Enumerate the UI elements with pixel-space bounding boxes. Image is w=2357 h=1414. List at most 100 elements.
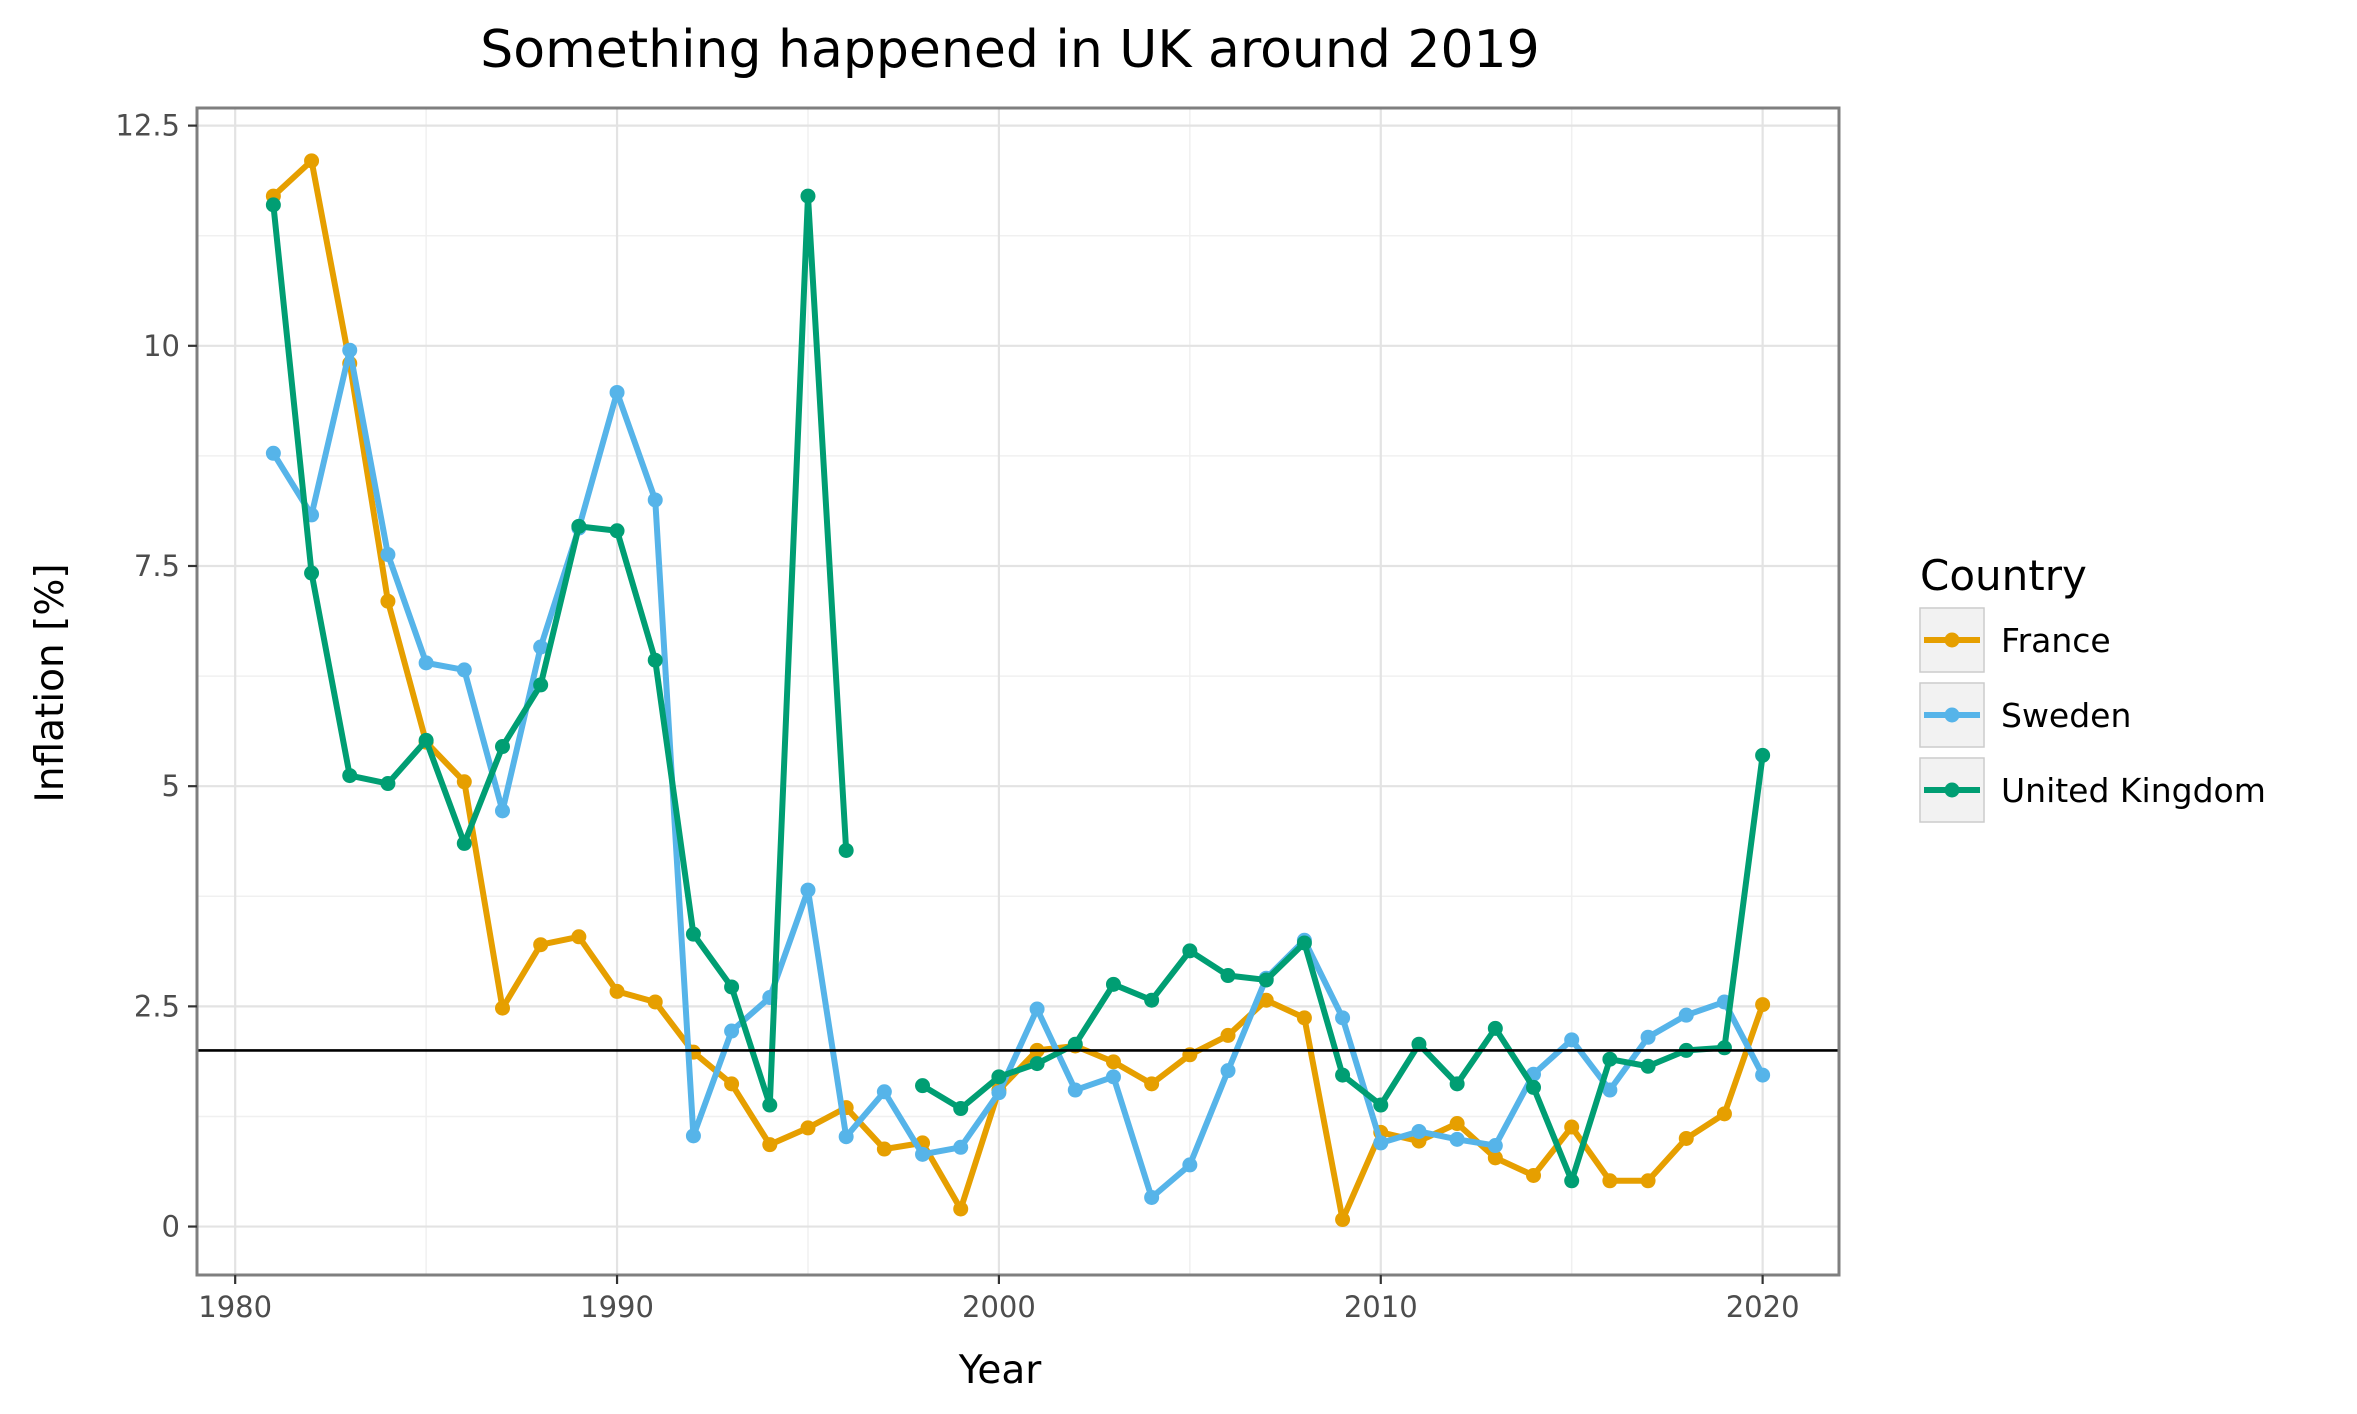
data-point-sweden [1602, 1082, 1618, 1098]
data-point-united-kingdom [1449, 1076, 1465, 1092]
y-tick-label: 0 [162, 1210, 180, 1244]
data-point-united-kingdom [991, 1069, 1007, 1085]
data-point-sweden [265, 445, 281, 461]
legend-title: Country [1920, 551, 2087, 600]
data-point-united-kingdom [1067, 1036, 1083, 1052]
data-point-sweden [342, 342, 358, 358]
data-point-france [1716, 1106, 1732, 1122]
data-point-france [1220, 1027, 1236, 1043]
chart-title: Something happened in UK around 2019 [480, 20, 1539, 80]
data-point-united-kingdom [1296, 935, 1312, 951]
data-point-united-kingdom [494, 739, 510, 755]
data-point-sweden [1564, 1032, 1580, 1048]
data-point-united-kingdom [571, 518, 587, 534]
data-point-united-kingdom [304, 565, 320, 581]
data-point-sweden [1067, 1082, 1083, 1098]
data-point-france [380, 593, 396, 609]
data-point-sweden [380, 547, 396, 563]
minor-gridlines [197, 108, 1839, 1275]
y-tick-label: 7.5 [134, 549, 180, 583]
data-point-sweden [1640, 1029, 1656, 1045]
data-point-france [1564, 1119, 1580, 1135]
data-point-france [1678, 1130, 1694, 1146]
x-tick-label: 1990 [580, 1290, 654, 1324]
data-point-france [953, 1201, 969, 1217]
legend-label-sweden: Sweden [2001, 696, 2131, 735]
data-point-united-kingdom [1373, 1097, 1389, 1113]
y-tick-label: 12.5 [115, 109, 180, 143]
legend: Country France Sweden United Kingdom [1919, 551, 2266, 823]
data-point-united-kingdom [380, 776, 396, 792]
data-point-united-kingdom [800, 188, 816, 204]
data-point-united-kingdom [418, 732, 434, 748]
data-point-france [304, 153, 320, 169]
data-point-france [1487, 1150, 1503, 1166]
plot-background [197, 108, 1839, 1275]
data-point-sweden [724, 1023, 740, 1039]
data-point-france [494, 1000, 510, 1016]
data-point-sweden [876, 1084, 892, 1100]
plot-panel [195, 106, 1841, 1277]
data-point-france [1602, 1173, 1618, 1189]
data-point-sweden [1182, 1157, 1198, 1173]
data-point-france [1105, 1054, 1121, 1070]
data-point-united-kingdom [1526, 1079, 1542, 1095]
data-point-united-kingdom [953, 1101, 969, 1117]
data-point-france [533, 937, 549, 953]
data-point-france [1144, 1076, 1160, 1092]
legend-label-france: France [2001, 621, 2111, 660]
data-point-united-kingdom [1716, 1040, 1732, 1056]
data-point-france [1296, 1010, 1312, 1026]
data-point-sweden [685, 1128, 701, 1144]
data-point-france [1640, 1173, 1656, 1189]
x-axis: 1980 1990 2000 2010 2020 [198, 1275, 1800, 1324]
series-line-united-kingdom [270, 193, 850, 1109]
data-point-united-kingdom [1755, 747, 1771, 763]
data-point-sweden [1755, 1067, 1771, 1083]
legend-key-point-sweden [1944, 707, 1960, 723]
data-point-france [609, 983, 625, 999]
x-axis-title: Year [958, 1348, 1043, 1393]
data-point-sweden [1411, 1123, 1427, 1139]
data-point-france [1526, 1167, 1542, 1183]
data-point-united-kingdom [724, 979, 740, 995]
data-point-sweden [418, 655, 434, 671]
data-point-france [800, 1120, 816, 1136]
data-point-united-kingdom [1182, 943, 1198, 959]
data-point-sweden [991, 1085, 1007, 1101]
data-point-united-kingdom [1487, 1020, 1503, 1036]
data-point-sweden [1373, 1135, 1389, 1151]
data-point-united-kingdom [265, 197, 281, 213]
x-tick-label: 2020 [1726, 1290, 1800, 1324]
data-point-france [1449, 1116, 1465, 1132]
y-tick-label: 2.5 [134, 989, 180, 1023]
data-point-united-kingdom [762, 1097, 778, 1113]
data-point-sweden [1678, 1007, 1694, 1023]
data-point-sweden [1144, 1189, 1160, 1205]
x-tick-label: 2000 [962, 1290, 1036, 1324]
data-point-united-kingdom [609, 523, 625, 539]
data-point-sweden [1029, 1001, 1045, 1017]
data-point-united-kingdom [647, 652, 663, 668]
data-point-sweden [953, 1139, 969, 1155]
legend-key-point-france [1944, 632, 1960, 648]
data-point-sweden [456, 662, 472, 678]
data-point-france [571, 929, 587, 945]
data-point-united-kingdom [1144, 992, 1160, 1008]
data-point-france [724, 1076, 740, 1092]
data-point-united-kingdom [685, 926, 701, 942]
data-point-sweden [1487, 1138, 1503, 1154]
plot-border [195, 106, 1841, 1277]
data-point-sweden [838, 1129, 854, 1145]
y-tick-label: 10 [143, 329, 180, 363]
legend-key-point-united-kingdom [1944, 782, 1960, 798]
data-point-france [1755, 997, 1771, 1013]
data-point-united-kingdom [1105, 976, 1121, 992]
data-point-sweden [800, 882, 816, 898]
data-point-united-kingdom [456, 835, 472, 851]
data-point-france [1258, 992, 1274, 1008]
data-point-france [876, 1141, 892, 1157]
x-tick-label: 1980 [198, 1290, 272, 1324]
y-axis: 0 2.5 5 7.5 10 12.5 [115, 109, 197, 1244]
legend-item-united-kingdom: United Kingdom [1919, 757, 2266, 823]
